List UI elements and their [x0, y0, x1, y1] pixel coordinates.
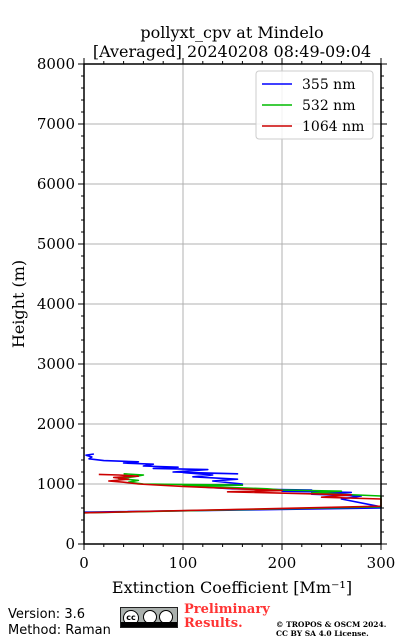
copyright-line2: CC BY SA 4.0 License. [276, 629, 369, 638]
y-tick-label: 5000 [37, 235, 75, 253]
y-tick-label: 0 [65, 535, 75, 553]
y-tick-label: 3000 [37, 355, 75, 373]
legend-box [255, 70, 374, 140]
y-tick-label: 7000 [37, 115, 75, 133]
y-tick-label: 1000 [37, 475, 75, 493]
data-series [83, 453, 382, 514]
x-tick-label: 300 [367, 554, 396, 572]
x-axis-label: Extinction Coefficient [Mm⁻¹] [112, 578, 352, 597]
y-tick-label: 6000 [37, 175, 75, 193]
cc-by-sa-license-icon: cc [120, 607, 178, 628]
copyright-note: © TROPOS & OSCM 2024. CC BY SA 4.0 Licen… [276, 620, 386, 638]
axis-ticks: 0 100 200 300010002000300040005000600070008… [37, 55, 396, 572]
prelim-line1: Preliminary [184, 602, 270, 617]
legend-label: 1064 nm [302, 119, 364, 135]
footer-info: Version: 3.6 Method: Raman [8, 607, 111, 639]
legend-label: 355 nm [302, 77, 355, 93]
extinction-profile-chart: pollyxt_cpv at Mindelo [Averaged] 202402… [9, 23, 396, 597]
chart-title-line2: [Averaged] 20240208 08:49-09:04 [93, 42, 371, 61]
x-tick-label: 200 [268, 554, 297, 572]
legend: 355 nm 532 nm 1064 nm [255, 70, 374, 140]
legend-label: 532 nm [302, 98, 355, 114]
x-tick-label: 100 [169, 554, 198, 572]
x-tick-label: 0 [79, 554, 89, 572]
y-tick-label: 8000 [37, 55, 75, 73]
prelim-line2: Results. [184, 616, 243, 631]
method-text: Method: Raman [8, 623, 111, 638]
version-text: Version: 3.6 [8, 607, 85, 622]
series-line-1064-nm [83, 473, 382, 514]
y-tick-label: 4000 [37, 295, 75, 313]
preliminary-results-note: Preliminary Results. [184, 603, 270, 631]
copyright-line1: © TROPOS & OSCM 2024. [276, 620, 387, 629]
y-tick-label: 2000 [37, 415, 75, 433]
y-axis-label: Height (m) [9, 260, 28, 348]
chart-title-line1: pollyxt_cpv at Mindelo [140, 23, 323, 42]
